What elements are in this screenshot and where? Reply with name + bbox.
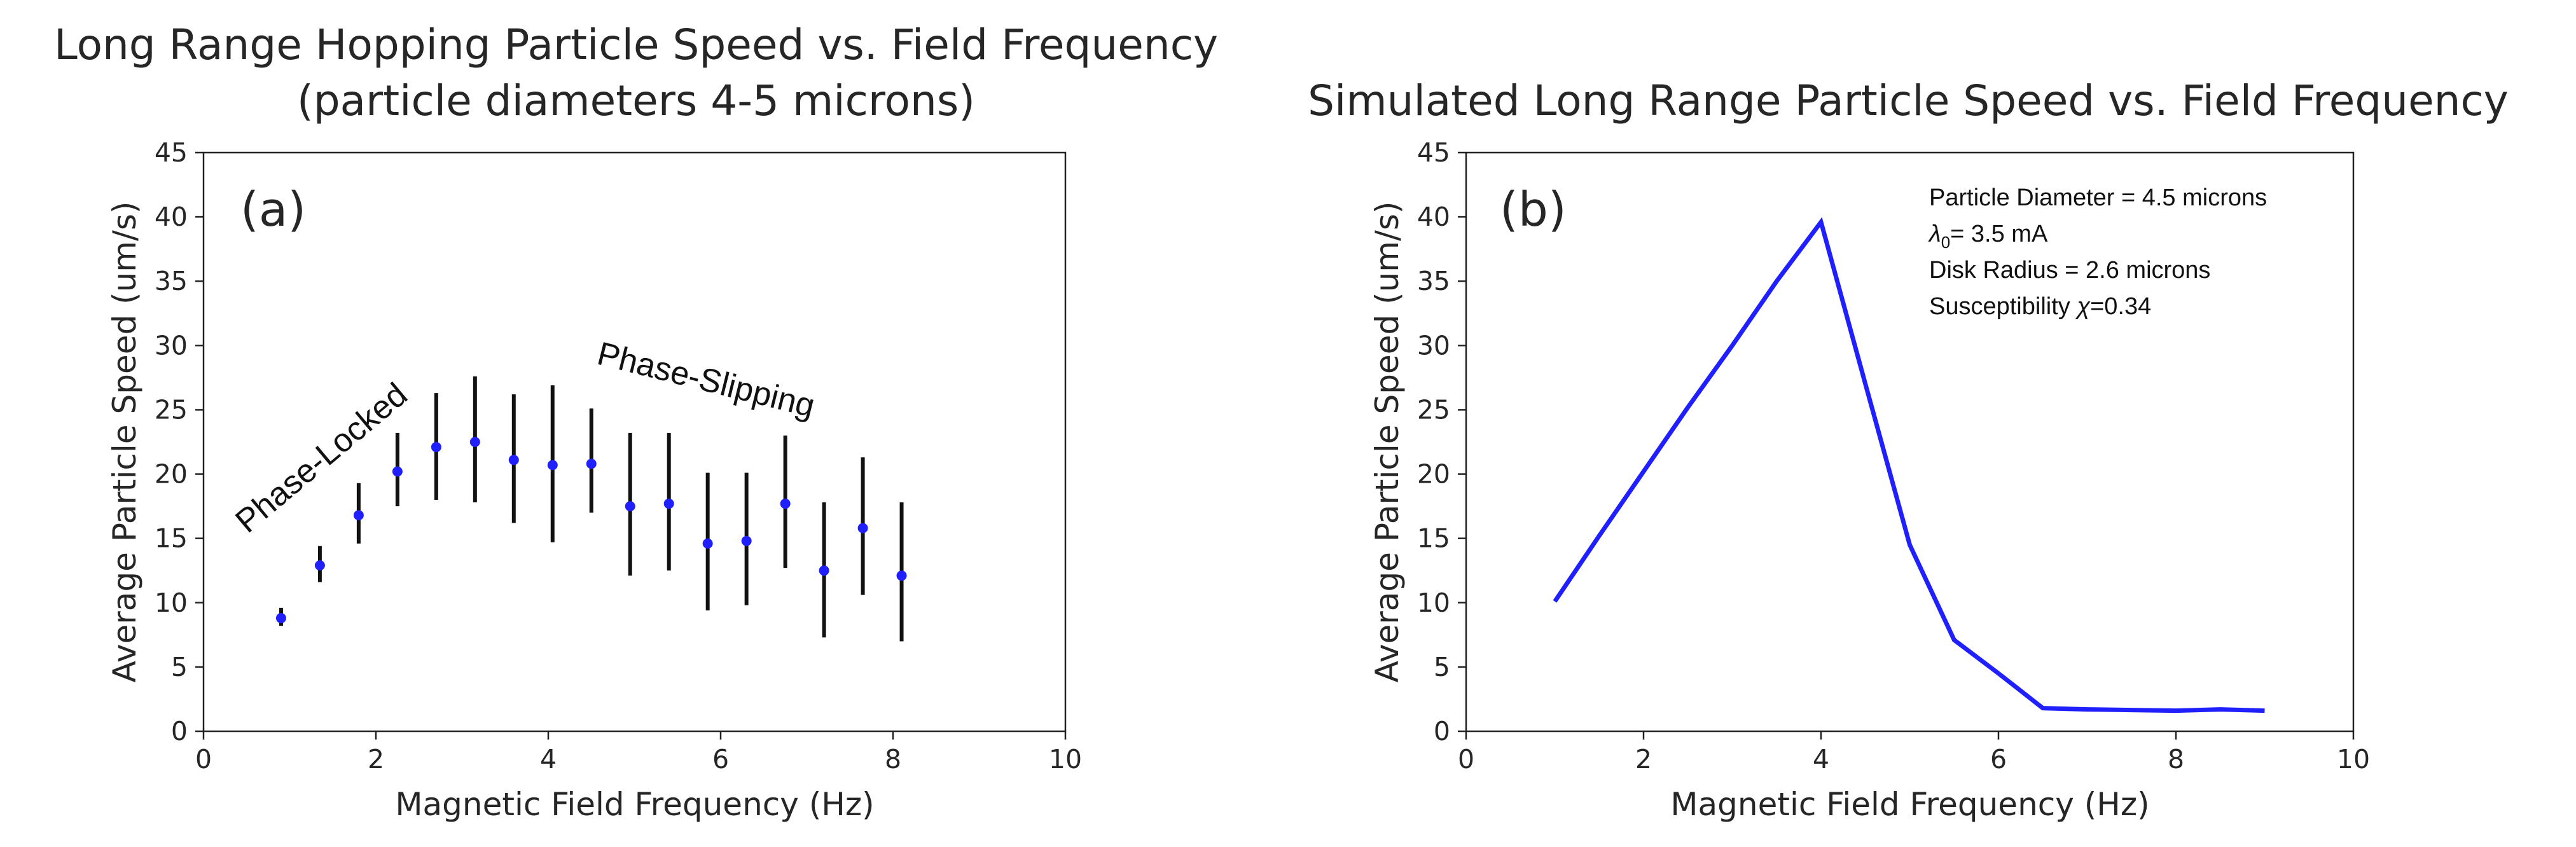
panel-b-ytick-label: 40 xyxy=(1417,202,1450,232)
panel-b-ytick-label: 35 xyxy=(1417,266,1450,296)
panel-a-xlabel: Magnetic Field Frequency (Hz) xyxy=(395,786,874,823)
panel-a-ytick-label: 30 xyxy=(155,330,188,361)
panel-b-xtick-label: 2 xyxy=(1635,744,1652,775)
data-point xyxy=(586,458,597,469)
panel-a-ytick-label: 20 xyxy=(155,459,188,490)
panel-a-xtick-label: 2 xyxy=(368,744,384,775)
data-point xyxy=(625,501,635,512)
panel-a-axes-frame xyxy=(202,151,1067,733)
panel-a-ytick-label: 0 xyxy=(171,716,188,747)
panel-a-ticks: 0 2 4 6 8 10 0 5 10 15 20 25 30 35 40 45 xyxy=(155,137,1082,775)
panel-b-axes xyxy=(1465,151,2355,733)
lambda-value: = 3.5 mA xyxy=(1950,221,2048,247)
panel-b-axes-frame xyxy=(1465,151,2355,733)
panel-b-xtick-label: 0 xyxy=(1458,744,1474,775)
parameters-box: Particle Diameter = 4.5 microns λ0= 3.5 … xyxy=(1928,184,2267,320)
panel-b-xtick-label: 10 xyxy=(2337,744,2370,775)
panel-a-letter: (a) xyxy=(240,182,306,237)
panel-b-xtick-label: 6 xyxy=(1990,744,2007,775)
lambda-subscript: 0 xyxy=(1941,233,1950,252)
panel-a-ytick-label: 15 xyxy=(155,523,188,554)
panel-a-xtick-label: 10 xyxy=(1049,744,1082,775)
param-particle-diameter: Particle Diameter = 4.5 microns xyxy=(1929,184,2267,211)
panel-a-xtick-label: 0 xyxy=(195,744,212,775)
data-point xyxy=(663,499,674,509)
panel-a-xtick-label: 6 xyxy=(712,744,729,775)
data-point xyxy=(547,460,558,471)
panel-b-ytick-label: 10 xyxy=(1417,588,1450,618)
susceptibility-value: =0.34 xyxy=(2090,293,2151,320)
panel-a-ytick-label: 5 xyxy=(171,652,188,682)
panel-b-xlabel: Magnetic Field Frequency (Hz) xyxy=(1670,786,2149,823)
data-point xyxy=(392,466,403,477)
panel-b-title: Simulated Long Range Particle Speed vs. … xyxy=(1308,76,2509,125)
data-point xyxy=(896,570,907,581)
susceptibility-label: Susceptibility xyxy=(1929,293,2077,320)
panel-a-subtitle: (particle diameters 4-5 microns) xyxy=(297,76,975,125)
param-disk-radius: Disk Radius = 2.6 microns xyxy=(1929,257,2210,284)
data-point xyxy=(469,437,480,447)
panel-a-points xyxy=(275,437,907,624)
data-point xyxy=(780,499,791,509)
lambda-symbol: λ xyxy=(1928,221,1941,247)
data-point xyxy=(314,560,325,571)
panel-b-ylabel: Average Particle Speed (um/s) xyxy=(1369,202,1406,683)
panel-b-ticks: 0 2 4 6 8 10 0 5 10 15 20 25 30 35 40 45 xyxy=(1417,137,2370,775)
data-point xyxy=(857,523,868,534)
panel-a-ytick-label: 35 xyxy=(155,266,188,296)
param-lambda: λ0= 3.5 mA xyxy=(1928,221,2048,252)
panel-b-xtick-label: 4 xyxy=(1813,744,1829,775)
panel-b-chart: Simulated Long Range Particle Speed vs. … xyxy=(1308,76,2509,823)
panel-a-title: Long Range Hopping Particle Speed vs. Fi… xyxy=(54,20,1218,69)
panel-b-ytick-label: 45 xyxy=(1417,137,1450,168)
panel-a-ytick-label: 25 xyxy=(155,394,188,425)
panel-a-ytick-label: 10 xyxy=(155,588,188,618)
data-point xyxy=(353,510,364,521)
panel-a-xtick-label: 8 xyxy=(885,744,901,775)
data-point xyxy=(702,538,713,549)
simulated-speed-line xyxy=(1553,217,2265,713)
panel-b-ytick-label: 25 xyxy=(1417,394,1450,425)
panel-b-ytick-label: 5 xyxy=(1434,652,1450,682)
phase-slipping-annotation: Phase-Slipping xyxy=(593,335,818,425)
panel-b-ytick-label: 15 xyxy=(1417,523,1450,554)
param-susceptibility: Susceptibility χ=0.34 xyxy=(1929,293,2151,320)
data-point xyxy=(741,535,752,546)
panel-b-ytick-label: 0 xyxy=(1434,716,1450,747)
phase-locked-annotation: Phase-Locked xyxy=(229,376,415,540)
panel-a-xtick-label: 4 xyxy=(540,744,557,775)
panel-a-ytick-label: 40 xyxy=(155,202,188,232)
panel-a-ytick-label: 45 xyxy=(155,137,188,168)
data-point xyxy=(431,442,441,453)
panel-a-chart: Long Range Hopping Particle Speed vs. Fi… xyxy=(54,20,1218,823)
panel-b-letter: (b) xyxy=(1500,182,1567,237)
data-point xyxy=(508,455,519,465)
panel-b-ytick-label: 30 xyxy=(1417,330,1450,361)
panel-b-ytick-label: 20 xyxy=(1417,459,1450,490)
chi-symbol: χ xyxy=(2075,293,2091,320)
panel-b-xtick-label: 8 xyxy=(2168,744,2184,775)
data-point xyxy=(275,613,286,624)
panel-a-ylabel: Average Particle Speed (um/s) xyxy=(106,202,143,683)
panel-a-axes xyxy=(202,151,1067,733)
data-point xyxy=(819,565,829,576)
